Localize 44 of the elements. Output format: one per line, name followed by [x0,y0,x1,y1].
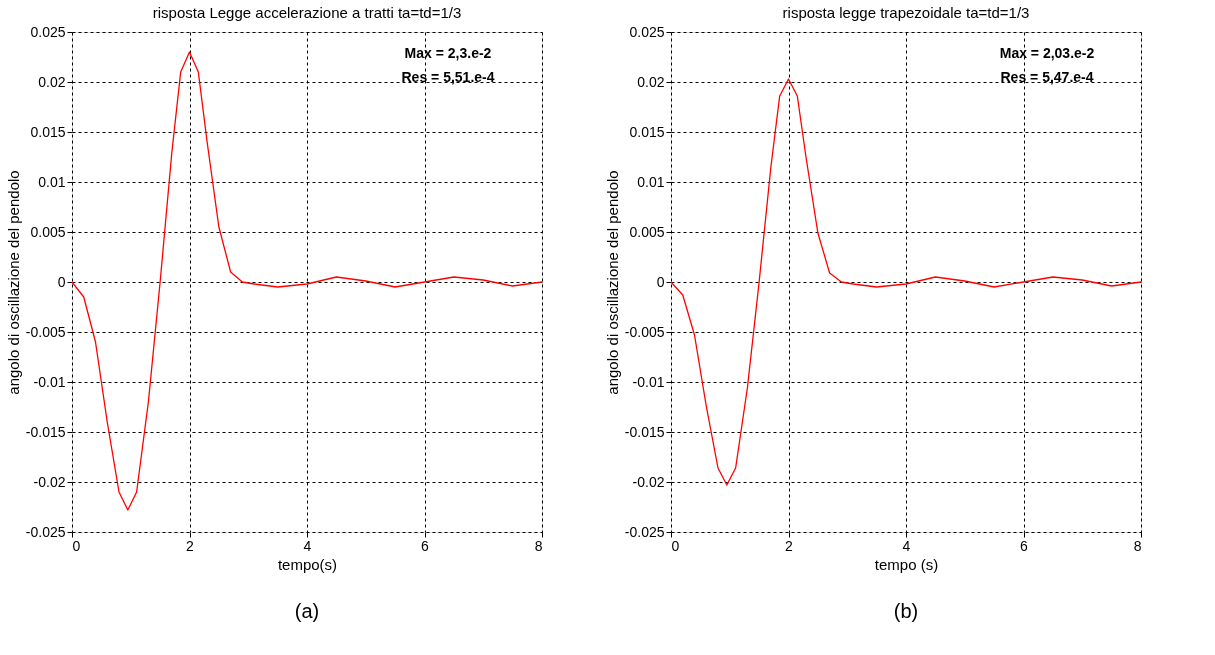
y-axis-title: angolo di oscillazione del pendolo [4,170,22,395]
y-tick-label: 0.015 [30,123,66,140]
y-tick-label: 0 [656,273,665,290]
x-axis-title: tempo(s) [277,555,338,573]
y-tick-label: -0.025 [25,523,66,540]
text: (b) [893,600,919,622]
annotation: Res = 5,47.e-4 [1000,69,1094,85]
x-tick-label: 8 [1133,537,1142,554]
chart-title: risposta legge trapezoidale ta=td=1/3 [782,4,1030,21]
y-tick-label: -0.01 [33,373,66,390]
y-axis-title: angolo di oscillazione del pendolo [603,170,621,395]
y-tick-label: 0.01 [38,173,66,190]
annotation: Max = 2,3.e-2 [404,45,492,61]
x-tick-label: 8 [534,537,543,554]
text: (a) [294,600,320,622]
x-tick-label: 2 [186,537,195,554]
y-tick-label: 0.025 [30,23,66,40]
y-tick-label: -0.005 [25,323,66,340]
y-tick-label: 0 [57,273,66,290]
x-tick-label: 0 [671,537,680,554]
x-tick-label: 4 [303,537,312,554]
y-tick-label: 0.005 [30,223,66,240]
x-tick-label: 0 [72,537,81,554]
y-tick-label: 0.005 [629,223,665,240]
x-tick-label: 2 [785,537,794,554]
y-tick-label: 0.025 [629,23,665,40]
y-tick-label: 0.02 [637,73,665,90]
y-tick-label: -0.005 [624,323,665,340]
chart-title: risposta Legge accelerazione a tratti ta=td=1/3 [152,4,462,21]
y-tick-label: 0.02 [38,73,66,90]
y-tick-label: -0.025 [624,523,665,540]
y-tick-label: -0.015 [624,423,665,440]
y-tick-label: -0.02 [33,473,66,490]
y-tick-label: 0.015 [629,123,665,140]
y-tick-label: -0.02 [632,473,665,490]
y-tick-label: -0.01 [632,373,665,390]
x-tick-label: 6 [421,537,430,554]
x-axis-title: tempo (s) [874,555,939,573]
annotation: Res = 5,51.e-4 [401,69,495,85]
y-tick-label: 0.01 [637,173,665,190]
annotation: Max = 2,03.e-2 [999,45,1095,61]
x-tick-label: 4 [902,537,911,554]
y-tick-label: -0.015 [25,423,66,440]
x-tick-label: 6 [1020,537,1029,554]
